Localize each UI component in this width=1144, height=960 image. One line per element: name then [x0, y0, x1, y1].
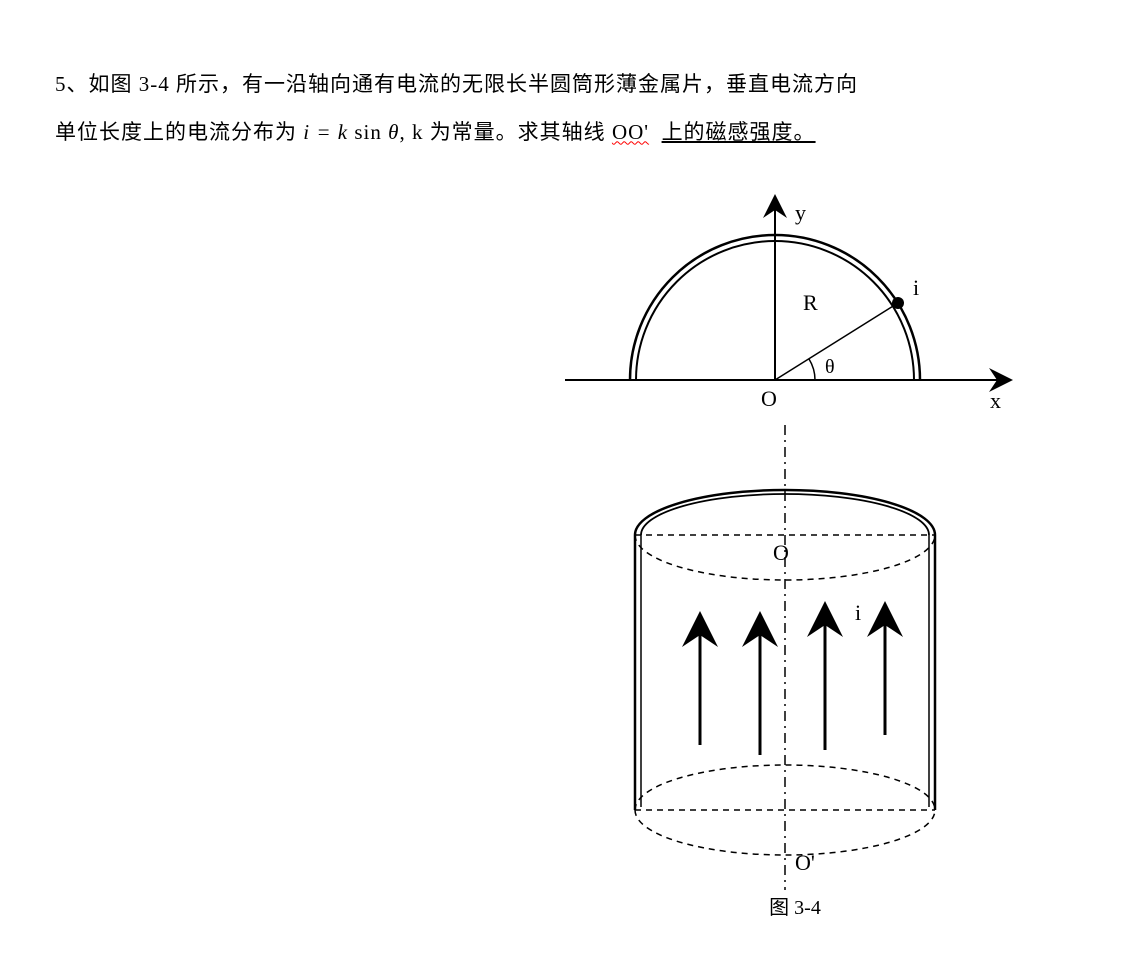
radius-line — [775, 303, 898, 380]
line2a: 单位长度上的电流分布为 — [55, 120, 303, 144]
formula-k: k — [338, 120, 348, 144]
label-O-3d: O — [773, 540, 789, 565]
label-theta: θ — [825, 356, 835, 378]
point-i — [892, 297, 904, 309]
oo-wavy: OO' — [612, 120, 649, 144]
problem-statement: 5、如图 3-4 所示，有一沿轴向通有电流的无限长半圆筒形薄金属片，垂直电流方向… — [55, 60, 1084, 157]
perspective-view: O i O' — [635, 425, 935, 890]
formula-eq: = — [310, 120, 338, 144]
label-i-3d: i — [855, 600, 861, 625]
problem-number: 5、 — [55, 72, 89, 96]
label-i-top: i — [913, 275, 919, 300]
figure-3-4: y x O R i θ — [485, 190, 1105, 920]
label-Oprime: O' — [795, 850, 815, 875]
top-view: y x O R i θ — [565, 200, 1007, 413]
label-x: x — [990, 388, 1001, 413]
line1: 如图 3-4 所示，有一沿轴向通有电流的无限长半圆筒形薄金属片，垂直电流方向 — [89, 72, 859, 96]
diagram-svg: y x O R i θ — [485, 190, 1105, 910]
figure-caption: 图 3-4 — [769, 891, 821, 920]
line2c: 上的磁感强度。 — [662, 120, 816, 144]
label-y: y — [795, 200, 806, 225]
line2b: , k 为常量。求其轴线 — [399, 120, 612, 144]
formula-theta: θ — [388, 120, 399, 144]
label-O-top: O — [761, 386, 777, 411]
label-R: R — [803, 290, 818, 315]
angle-arc — [809, 359, 815, 380]
formula-sin: sin — [348, 120, 388, 144]
